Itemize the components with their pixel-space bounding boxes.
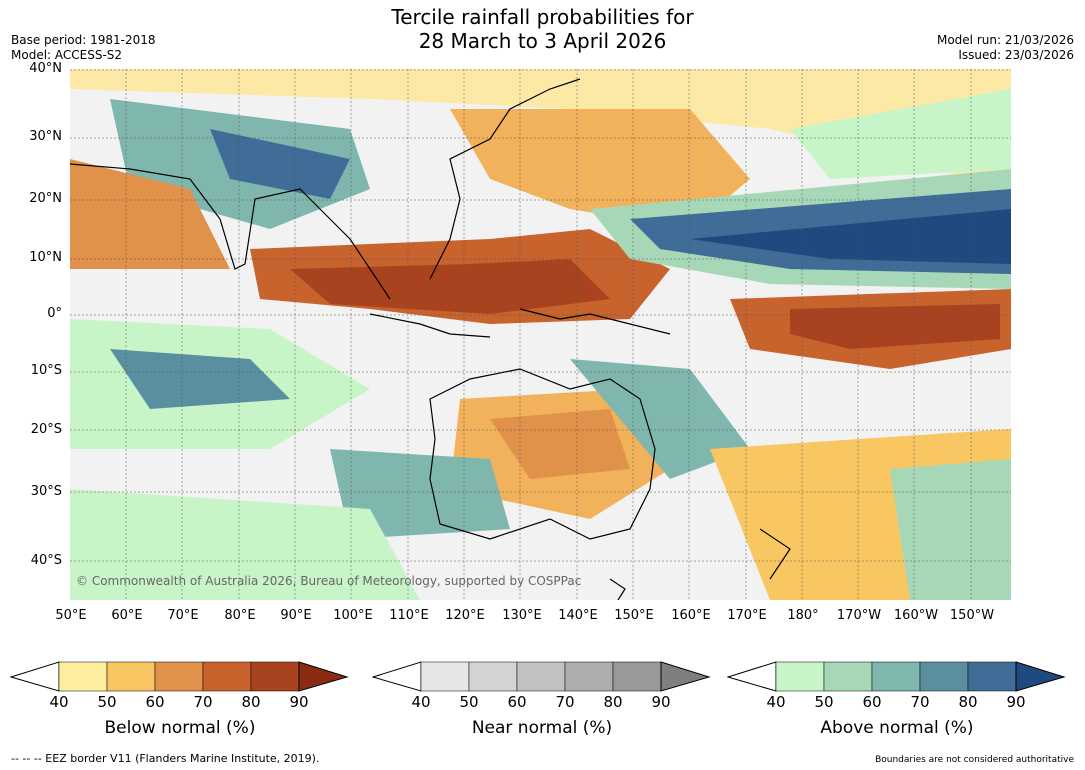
colorbar-tick-label: 40 xyxy=(411,693,431,711)
lon-label: 140°E xyxy=(558,608,598,623)
lon-label: 80°E xyxy=(224,608,256,623)
lat-label-10s: 10°S xyxy=(30,363,62,378)
colorbar-tick-label: 60 xyxy=(507,693,527,711)
lon-label: 180° xyxy=(787,608,819,623)
colorbar-title: Near normal (%) xyxy=(471,718,613,738)
colorbar-segment xyxy=(516,661,566,692)
colorbar-segment xyxy=(823,661,873,692)
lon-label: 90°E xyxy=(280,608,312,623)
colorbar-near: 40 50 60 70 80 90 Near normal (%) xyxy=(371,660,712,738)
colorbar-segment xyxy=(106,661,156,692)
lon-label: 170°W xyxy=(836,608,882,623)
colorbar-tick-label: 90 xyxy=(1006,693,1026,711)
colorbar-lower-extend xyxy=(9,661,60,692)
lat-label-30s: 30°S xyxy=(30,484,62,499)
colorbar-segment xyxy=(967,661,1017,692)
colorbar-above: 40 50 60 70 80 90 Above normal (%) xyxy=(726,660,1067,738)
colorbar-segment xyxy=(871,661,921,692)
map-svg xyxy=(70,69,1011,600)
colorbar-tick-label: 40 xyxy=(766,693,786,711)
lon-label: 160°E xyxy=(671,608,711,623)
lat-label-20s: 20°S xyxy=(30,422,62,437)
model-name: Model: ACCESS-S2 xyxy=(11,48,123,62)
lat-label-30n: 30°N xyxy=(29,129,62,144)
lat-label-10n: 10°N xyxy=(29,250,62,265)
colorbar-tick-label: 60 xyxy=(145,693,165,711)
colorbar-segment xyxy=(58,661,108,692)
model-run: Model run: 21/03/2026 xyxy=(936,33,1074,47)
issued-date: Issued: 23/03/2026 xyxy=(958,48,1074,62)
graticule xyxy=(70,69,1011,600)
colorbar-tick-label: 60 xyxy=(862,693,882,711)
colorbar-title: Above normal (%) xyxy=(820,718,974,738)
boundaries-disclaimer: Boundaries are not considered authoritat… xyxy=(875,755,1074,765)
colorbar-tick-label: 50 xyxy=(97,693,117,711)
colorbar-upper-extend xyxy=(298,661,349,692)
colorbar-below: 40 50 60 70 80 90 Below normal (%) xyxy=(9,660,350,738)
colorbar-segment xyxy=(919,661,969,692)
colorbar-tick-label: 90 xyxy=(651,693,671,711)
colorbar-segment xyxy=(420,661,470,692)
colorbar-segment xyxy=(250,661,300,692)
rainfall-map: © Commonwealth of Australia 2026, Bureau… xyxy=(70,69,1011,600)
copyright-text: © Commonwealth of Australia 2026, Bureau… xyxy=(76,574,582,588)
colorbar-title: Below normal (%) xyxy=(104,718,256,738)
colorbar-lower-extend xyxy=(371,661,422,692)
lon-label: 120°E xyxy=(445,608,485,623)
title-line-2: 28 March to 3 April 2026 xyxy=(418,29,667,53)
colorbar-segment xyxy=(154,661,204,692)
lon-label: 100°E xyxy=(333,608,373,623)
colorbar-svg xyxy=(9,661,349,692)
eez-footnote: -- -- -- EEZ border V11 (Flanders Marine… xyxy=(11,752,320,765)
colorbar-segment xyxy=(564,661,614,692)
colorbar-lower-extend xyxy=(726,661,777,692)
lon-label: 60°E xyxy=(111,608,143,623)
lon-label: 110°E xyxy=(389,608,429,623)
lat-label-20n: 20°N xyxy=(29,191,62,206)
colorbar-tick-label: 80 xyxy=(241,693,261,711)
colorbar-tick-label: 80 xyxy=(958,693,978,711)
title-line-1: Tercile rainfall probabilities for xyxy=(391,5,694,29)
lat-label-40n: 40°N xyxy=(29,61,62,76)
probability-field xyxy=(70,69,1011,600)
meta-left: Base period: 1981-2018 Model: ACCESS-S2 xyxy=(11,33,156,63)
colorbar-segment xyxy=(775,661,825,692)
lon-label: 130°E xyxy=(502,608,542,623)
colorbar-segment xyxy=(468,661,518,692)
meta-right: Model run: 21/03/2026 Issued: 23/03/2026 xyxy=(937,33,1074,63)
colorbar-tick-label: 80 xyxy=(603,693,623,711)
colorbar-tick-label: 40 xyxy=(49,693,69,711)
lat-label-40s: 40°S xyxy=(30,553,62,568)
colorbar-upper-extend xyxy=(660,661,711,692)
colorbar-tick-label: 70 xyxy=(910,693,930,711)
colorbar-tick-label: 90 xyxy=(289,693,309,711)
colorbar-tick-label: 70 xyxy=(555,693,575,711)
base-period: Base period: 1981-2018 xyxy=(11,33,156,47)
lon-label: 150°E xyxy=(614,608,654,623)
lon-label: 150°W xyxy=(949,608,995,623)
colorbar-tick-label: 50 xyxy=(459,693,479,711)
colorbar-upper-extend xyxy=(1015,661,1066,692)
colorbar-svg xyxy=(726,661,1066,692)
lon-label: 50°E xyxy=(55,608,87,623)
colorbar-tick-label: 70 xyxy=(193,693,213,711)
lon-label: 160°W xyxy=(893,608,939,623)
colorbar-segment xyxy=(612,661,662,692)
colorbar-svg xyxy=(371,661,711,692)
map-title: Tercile rainfall probabilities for 28 Ma… xyxy=(0,5,1085,53)
coastlines xyxy=(70,78,791,600)
lon-label: 70°E xyxy=(167,608,199,623)
lon-label: 170°E xyxy=(727,608,767,623)
lat-label-0: 0° xyxy=(47,306,62,321)
colorbar-segment xyxy=(202,661,252,692)
colorbar-tick-label: 50 xyxy=(814,693,834,711)
